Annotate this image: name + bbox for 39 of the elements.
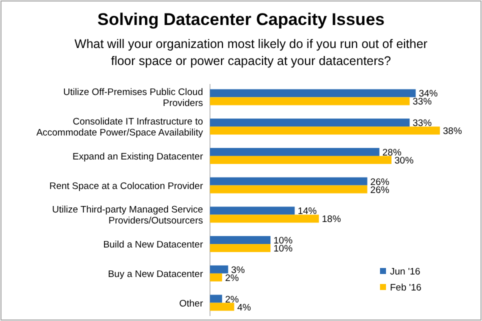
data-label: 38% xyxy=(442,126,462,138)
bar xyxy=(210,206,295,215)
bar xyxy=(210,265,228,274)
bar xyxy=(210,89,416,98)
bar xyxy=(210,294,222,303)
data-label: 14% xyxy=(298,206,318,218)
legend-label: Jun '16 xyxy=(390,266,420,278)
y-tick-label: Consolidate IT Infrastructure to Accommodate Power/Space Availability xyxy=(36,116,204,139)
y-tick-label: Rent Space at a Colocation Provider xyxy=(49,180,203,192)
bar xyxy=(210,244,270,252)
y-tick-label: Buy a New Datacenter xyxy=(108,268,203,280)
bar xyxy=(210,177,368,186)
data-label: 33% xyxy=(412,96,432,108)
data-label: 10% xyxy=(274,244,294,255)
data-label: 33% xyxy=(412,118,432,130)
data-label: 30% xyxy=(394,155,414,166)
data-label: 2% xyxy=(225,294,240,306)
bar xyxy=(210,148,380,156)
legend-label: Feb '16 xyxy=(390,282,422,294)
bar xyxy=(210,236,270,244)
bar xyxy=(210,156,392,164)
y-tick-label: Other xyxy=(179,298,203,310)
data-label: 4% xyxy=(237,302,252,314)
y-tick-label: Build a New Datacenter xyxy=(103,240,203,251)
y-tick-label: Expand an Existing Datacenter xyxy=(72,151,203,162)
data-label: 2% xyxy=(225,272,240,284)
data-label: 26% xyxy=(370,184,390,196)
bar xyxy=(210,97,410,106)
chart-title: Solving Datacenter Capacity Issues xyxy=(97,10,385,29)
bar xyxy=(210,118,410,127)
chart-subtitle: What will your organization most likely do if you run out of either floor space or power capacity at your datacenters? xyxy=(74,37,428,68)
bar xyxy=(210,126,440,135)
bar xyxy=(210,214,319,223)
bar xyxy=(210,302,234,311)
y-tick-label: Utilize Off-Premises Public Cloud Providers xyxy=(63,87,204,110)
bar xyxy=(210,185,368,194)
bar xyxy=(210,273,222,282)
data-label: 18% xyxy=(322,214,342,226)
y-tick-label: Utilize Third-party Managed Service Providers/Outsourcers xyxy=(52,204,204,227)
